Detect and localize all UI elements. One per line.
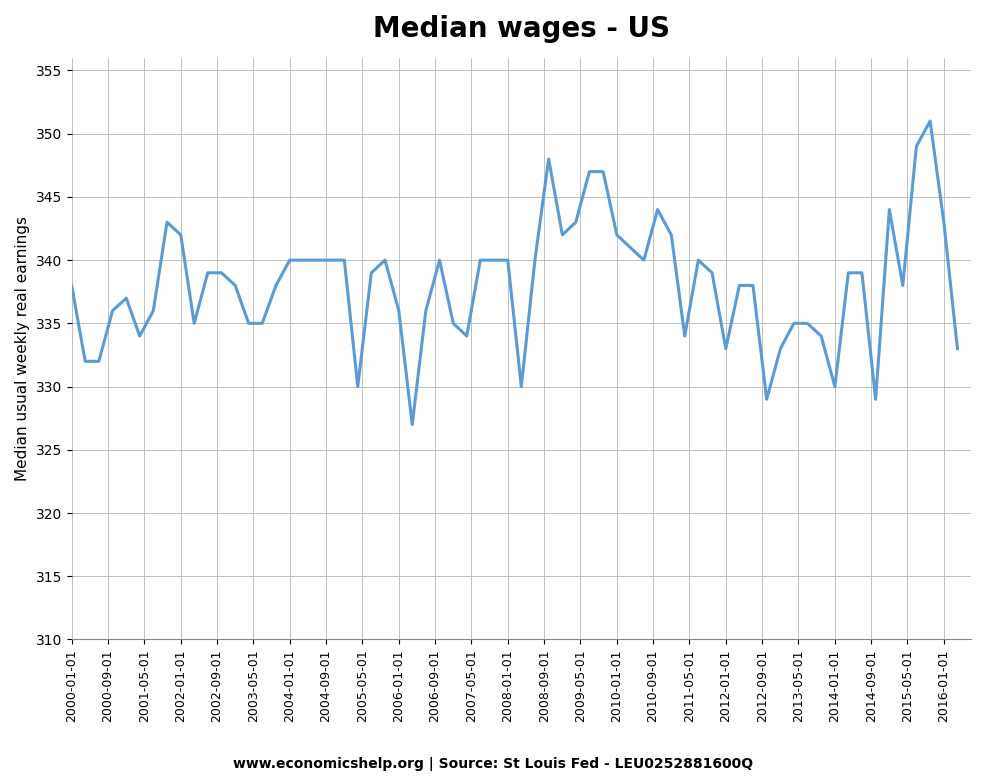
Text: www.economicshelp.org | Source: St Louis Fed - LEU0252881600Q: www.economicshelp.org | Source: St Louis… bbox=[233, 757, 753, 771]
Y-axis label: Median usual weekly real earnings: Median usual weekly real earnings bbox=[15, 216, 30, 481]
Title: Median wages - US: Median wages - US bbox=[373, 15, 669, 43]
